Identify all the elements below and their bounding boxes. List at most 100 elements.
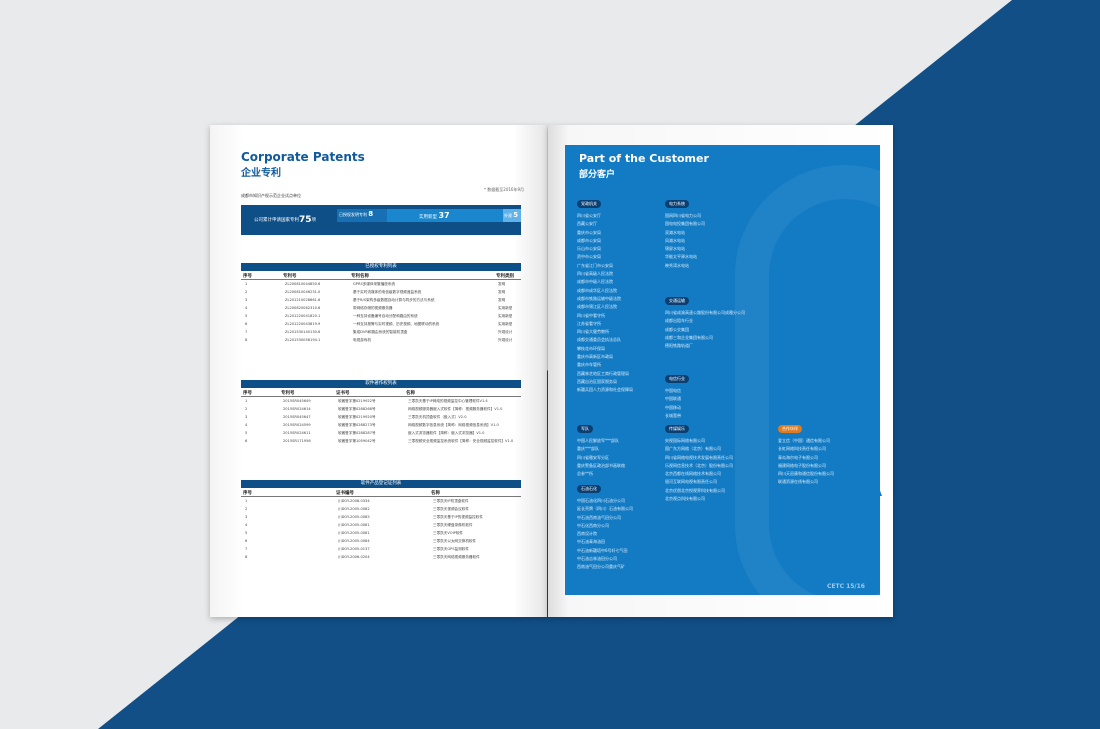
table-cell: ZL201530058194.1 bbox=[285, 338, 321, 342]
column-header: 序号 bbox=[243, 491, 252, 496]
customer-item: 四川天邑康和通信股份有限公司 bbox=[778, 471, 834, 477]
table-cell: 网络视频服务器嵌入式软件【简称：视频服务器软件】V1.0 bbox=[408, 407, 503, 411]
table-row: 6 2015SR171956 软著登字第1059042号 三零视频安全视频监控系统软件… bbox=[241, 437, 521, 445]
customer-item: 乐视网信息技术（北京）股份有限公司 bbox=[665, 462, 733, 468]
table-cell: 软著登字第0219922号 bbox=[338, 399, 376, 403]
table-cell: 实用新型 bbox=[498, 306, 513, 310]
table-row: 3 ZL201210028661.6 基于B/S架构多级数据自动计算与同步的方法与系… bbox=[241, 296, 521, 304]
table-cell: 2 bbox=[245, 507, 248, 511]
column-header: 证书编号 bbox=[336, 491, 354, 496]
customer-item: 四川省网络电视技术发展有限责任公司 bbox=[665, 454, 733, 460]
customer-group: 军队 中国人民解放军***部队 重庆***部队 四川省雅安军分区 重庆警备区政治部书画联… bbox=[577, 415, 625, 479]
customer-panel: Part of the Customer 部分客户 党政机关 四川省公安厅 西藏公安… bbox=[565, 145, 880, 595]
table-row: 3 2015SR045647 软著登字第0219920号 三零凯天机顶盒软件（嵌入式）… bbox=[241, 413, 521, 421]
customer-item: 中石油吉林油田分公司 bbox=[577, 556, 617, 562]
customer-item: 四川省雅安军分区 bbox=[577, 454, 609, 460]
table-row: 6 川DGY-2005-0084 三零凯天以太网交换机软件 bbox=[241, 537, 521, 545]
customer-item: 重庆警备区政治部书画联络 bbox=[577, 462, 625, 468]
table-cell: 8 bbox=[245, 338, 248, 342]
customer-item: 广东省江门市公安局 bbox=[577, 262, 613, 268]
customer-item: 总参**所 bbox=[577, 471, 593, 477]
customer-item: 四川省高级人民法院 bbox=[577, 271, 613, 277]
table-cell: 带网络存储的视频服务器 bbox=[353, 306, 393, 310]
customer-item: 锦屏水电站 bbox=[665, 246, 685, 252]
customer-item: 凤滩水电站 bbox=[665, 237, 685, 243]
customer-group: 电信行业 中国电信 中国联通 中国移动 长城宽带 bbox=[665, 365, 689, 421]
customer-item: 成都交通委员会执法总队 bbox=[577, 337, 621, 343]
column-header: 序号 bbox=[243, 274, 252, 279]
customer-item: 中国移动 bbox=[665, 404, 681, 410]
customer-item: 华能太平驿水电站 bbox=[665, 254, 697, 260]
customer-item: 福建网络电子股份有限公司 bbox=[778, 462, 826, 468]
table-cell: 3 bbox=[245, 415, 248, 419]
table-cell: 电视游戏机 bbox=[353, 338, 371, 342]
customer-item: 新疆兵团人力资源和社会保障局 bbox=[577, 387, 633, 393]
column-header: 专利号 bbox=[283, 274, 297, 279]
customer-item: 成都市公安局 bbox=[577, 237, 601, 243]
customer-item: 中国电信 bbox=[665, 388, 681, 393]
table-cell: 4 bbox=[245, 306, 248, 310]
table-cell: 软著登字第0288268号 bbox=[338, 407, 376, 411]
table-row: 1 川DGY-2008-0334 三零凯天IP机顶盒软件 bbox=[241, 497, 521, 505]
table-cell: 发明 bbox=[498, 282, 506, 286]
table-cell: 一种支持设备编号自动分配和路由的系统 bbox=[353, 314, 418, 318]
table-cell: 川DGY-2008-0334 bbox=[338, 499, 370, 503]
customer-item: 央视国际网络有限公司 bbox=[665, 438, 705, 443]
table-cell: 三零凯天机顶盒软件（嵌入式）V2.0 bbox=[408, 415, 467, 419]
stat-utility-num: 37 bbox=[438, 211, 450, 220]
customer-item: 四川省成渝高速公路股份有限公司成雅分公司 bbox=[665, 310, 745, 315]
customer-item: 北京西都在线网络技术有限公司 bbox=[665, 471, 721, 477]
customer-item: 四川省中看守所 bbox=[577, 312, 605, 318]
customer-item: 映秀湾水电站 bbox=[665, 262, 689, 268]
table-row: 4 2015SR024599 软著登字第0288273号 网络视频数字信息系统【简称：… bbox=[241, 421, 521, 429]
stat-total-label: 公司累计申请国家专利 bbox=[253, 218, 299, 223]
table-cell: 三零凯天基于IP网络的视频监控中心管理软件V1.4 bbox=[408, 399, 488, 403]
stat-design-num: 5 bbox=[513, 211, 519, 219]
customer-item: 资中市公安局 bbox=[577, 254, 601, 260]
customer-item: 中石化西南分公司 bbox=[577, 522, 609, 528]
column-header: 序号 bbox=[243, 391, 252, 396]
table-cell: 5 bbox=[245, 531, 248, 535]
table-cell: 川DGY-2005-0137 bbox=[338, 547, 370, 551]
table-cell: 三零凯天IP机顶盒软件 bbox=[433, 499, 469, 503]
table-cell: 8 bbox=[245, 555, 248, 559]
column-header: 专利名称 bbox=[351, 274, 369, 279]
table-cell: 发明 bbox=[498, 290, 506, 294]
table-cell: 实用新型 bbox=[498, 314, 513, 318]
table-cell: 基于B/S架构多级数据自动计算与同步的方法与系统 bbox=[353, 298, 435, 302]
table-cell: 5 bbox=[245, 431, 248, 435]
stat-utility-label: 实用新型 bbox=[419, 215, 437, 220]
table-row: 4 ZL200820062310.6 带网络存储的视频服务器 实用新型 bbox=[241, 304, 521, 312]
table-header: 序号 专利号 证书号 名称 bbox=[241, 388, 521, 397]
table-row: 2 2015SR024614 软著登字第0288268号 网络视频服务器嵌入式软件【简… bbox=[241, 405, 521, 413]
table-cell: 软著登字第0288287号 bbox=[338, 431, 376, 435]
table-header: 序号 专利号 专利名称 专利类别 bbox=[241, 271, 521, 280]
table-cell: ZL200820062310.6 bbox=[285, 306, 321, 310]
customer-group: 合作伙伴 爱立信（中国）通信有限公司 长虹网络科技责任有限公司 青岛海尔电子有限公司福… bbox=[778, 415, 834, 488]
customer-item: 国广东方网络（北京）有限公司 bbox=[665, 446, 721, 452]
table-cell: 三零凯天基于IP的视频监控软件 bbox=[433, 515, 483, 519]
customer-item: 联通资源在线有限公司 bbox=[778, 479, 818, 485]
table-cell: ZL201220041820.1 bbox=[285, 314, 321, 318]
table-cell: 2015SR045647 bbox=[283, 415, 311, 419]
table-cell: 1 bbox=[245, 499, 248, 503]
table-cell: 6 bbox=[245, 539, 248, 543]
customer-item: 成都公交集团 bbox=[665, 326, 689, 332]
table-cell: 2015SR024599 bbox=[283, 423, 311, 427]
table-cell: 川DGY-2005-0081 bbox=[338, 531, 370, 535]
stat-design-label: 外观 bbox=[504, 213, 512, 218]
table-cell: 7 bbox=[245, 330, 248, 334]
customer-item: 重庆市高新区市政局 bbox=[577, 354, 613, 360]
customer-item: 银河互联网电视有限责任公司 bbox=[665, 479, 717, 485]
customer-item: 西藏公安厅 bbox=[577, 221, 597, 227]
stat-total-num: 75 bbox=[298, 215, 312, 225]
customer-item: 西南油气田分公司重庆气矿 bbox=[577, 564, 625, 570]
table-row: 7 ZL201530140130.6 集成DVR和路由系统的智能机顶盒 外观设计 bbox=[241, 328, 521, 336]
group-tag: 党政机关 bbox=[577, 200, 601, 208]
customer-item: 重庆市车管所 bbox=[577, 362, 601, 368]
table-row: 3 川DGY-2005-0085 三零凯天基于IP的视频监控软件 bbox=[241, 513, 521, 521]
table-cell: 2015SR045649 bbox=[283, 399, 311, 403]
table-cell: 4 bbox=[245, 423, 248, 427]
table-cell: 三零视频安全视频监控系统软件【简称：安全视频监控软件】V1.0 bbox=[408, 439, 514, 443]
table-cell: 2015SR024614 bbox=[283, 407, 311, 411]
